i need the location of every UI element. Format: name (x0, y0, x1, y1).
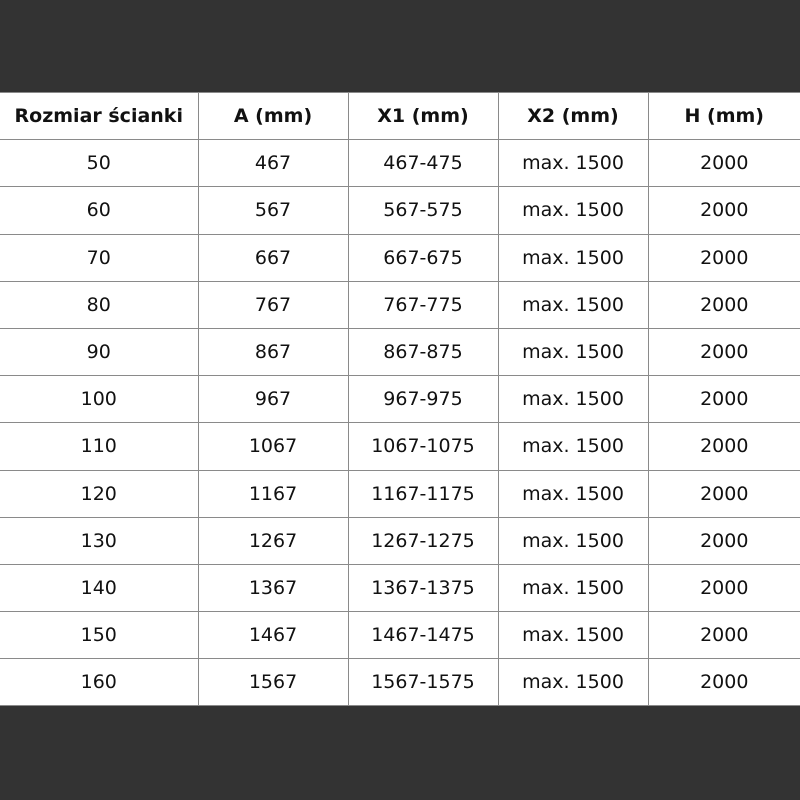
cell-h: 2000 (647, 469, 800, 518)
cell-x1: 767-775 (347, 280, 499, 329)
table-row: 140 1367 1367-1375 max. 1500 2000 (0, 563, 800, 613)
cell-wall-size: 120 (0, 469, 199, 518)
cell-h: 2000 (647, 280, 800, 329)
table-row: 70 667 667-675 max. 1500 2000 (0, 233, 800, 282)
cell-wall-size: 110 (0, 422, 199, 471)
header-x1: X1 (mm) (347, 91, 499, 141)
header-x2: X2 (mm) (497, 91, 649, 141)
size-table: Rozmiar ścianki A (mm) X1 (mm) X2 (mm) H… (0, 91, 800, 707)
table-row: 120 1167 1167-1175 max. 1500 2000 (0, 469, 800, 518)
cell-a: 667 (197, 233, 349, 282)
cell-wall-size: 140 (0, 563, 199, 613)
cell-x2: max. 1500 (497, 658, 649, 707)
cell-a: 567 (197, 186, 349, 235)
cell-x1: 867-875 (347, 327, 499, 377)
table-row: 50 467 467-475 max. 1500 2000 (0, 139, 800, 188)
cell-a: 867 (197, 327, 349, 377)
cell-x2: max. 1500 (497, 375, 649, 424)
header-h: H (mm) (647, 91, 800, 141)
cell-x1: 567-575 (347, 186, 499, 235)
cell-h: 2000 (647, 563, 800, 613)
table-row: 80 767 767-775 max. 1500 2000 (0, 280, 800, 329)
cell-x1: 1267-1275 (347, 516, 499, 565)
cell-a: 1367 (197, 563, 349, 613)
cell-h: 2000 (647, 186, 800, 235)
table-row: 110 1067 1067-1075 max. 1500 2000 (0, 422, 800, 471)
cell-wall-size: 150 (0, 611, 199, 660)
cell-x2: max. 1500 (497, 280, 649, 329)
cell-a: 1067 (197, 422, 349, 471)
header-a: A (mm) (197, 91, 349, 141)
cell-x2: max. 1500 (497, 516, 649, 565)
cell-wall-size: 130 (0, 516, 199, 565)
cell-x2: max. 1500 (497, 422, 649, 471)
cell-x1: 1467-1475 (347, 611, 499, 660)
cell-wall-size: 160 (0, 658, 199, 707)
header-wall-size: Rozmiar ścianki (0, 91, 199, 141)
cell-a: 767 (197, 280, 349, 329)
cell-x2: max. 1500 (497, 233, 649, 282)
table-row: 130 1267 1267-1275 max. 1500 2000 (0, 516, 800, 565)
cell-h: 2000 (647, 422, 800, 471)
cell-a: 1167 (197, 469, 349, 518)
cell-a: 1267 (197, 516, 349, 565)
cell-x1: 1167-1175 (347, 469, 499, 518)
cell-x2: max. 1500 (497, 139, 649, 188)
cell-a: 1467 (197, 611, 349, 660)
header-row: Rozmiar ścianki A (mm) X1 (mm) X2 (mm) H… (0, 91, 800, 141)
cell-wall-size: 100 (0, 375, 199, 424)
table-row: 100 967 967-975 max. 1500 2000 (0, 375, 800, 424)
cell-wall-size: 50 (0, 139, 199, 188)
table-row: 160 1567 1567-1575 max. 1500 2000 (0, 658, 800, 707)
cell-a: 467 (197, 139, 349, 188)
cell-a: 967 (197, 375, 349, 424)
cell-wall-size: 80 (0, 280, 199, 329)
cell-h: 2000 (647, 611, 800, 660)
cell-x1: 967-975 (347, 375, 499, 424)
cell-x2: max. 1500 (497, 186, 649, 235)
cell-x1: 1567-1575 (347, 658, 499, 707)
cell-x1: 667-675 (347, 233, 499, 282)
cell-x2: max. 1500 (497, 327, 649, 377)
table-row: 90 867 867-875 max. 1500 2000 (0, 327, 800, 377)
table-row: 150 1467 1467-1475 max. 1500 2000 (0, 611, 800, 660)
cell-h: 2000 (647, 658, 800, 707)
cell-x1: 1067-1075 (347, 422, 499, 471)
cell-x2: max. 1500 (497, 563, 649, 613)
cell-h: 2000 (647, 375, 800, 424)
table-row: 60 567 567-575 max. 1500 2000 (0, 186, 800, 235)
cell-h: 2000 (647, 139, 800, 188)
cell-h: 2000 (647, 233, 800, 282)
cell-x2: max. 1500 (497, 469, 649, 518)
cell-x1: 467-475 (347, 139, 499, 188)
cell-x2: max. 1500 (497, 611, 649, 660)
cell-wall-size: 90 (0, 327, 199, 377)
cell-a: 1567 (197, 658, 349, 707)
cell-x1: 1367-1375 (347, 563, 499, 613)
cell-h: 2000 (647, 516, 800, 565)
cell-wall-size: 70 (0, 233, 199, 282)
cell-wall-size: 60 (0, 186, 199, 235)
cell-h: 2000 (647, 327, 800, 377)
